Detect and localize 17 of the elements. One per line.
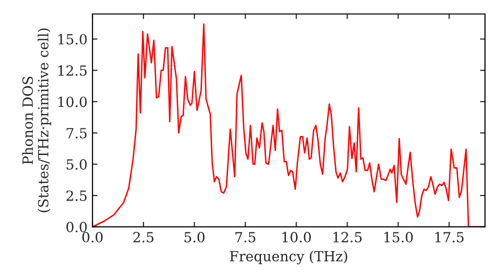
x-tick-label: 2.5 bbox=[133, 232, 154, 242]
x-tick-label: 15.0 bbox=[384, 232, 413, 242]
y-tick-label: 15.0 bbox=[58, 34, 87, 45]
x-tick-label: 17.5 bbox=[435, 232, 464, 242]
y-tick-label: 5.0 bbox=[66, 159, 87, 170]
x-tick-label: 10.0 bbox=[282, 232, 311, 242]
x-tick-label: 7.5 bbox=[235, 232, 256, 242]
x-tick-label: 5.0 bbox=[184, 232, 205, 242]
x-axis-title: Frequency (THz) bbox=[230, 250, 348, 264]
y-axis-title: Phonon DOS (States/THz·primitive cell) bbox=[22, 28, 52, 212]
y-tick-label: 10.0 bbox=[58, 96, 87, 108]
y-tick-label: 0.0 bbox=[66, 222, 87, 232]
x-tick-label: 12.5 bbox=[333, 232, 362, 242]
y-tick-label: 2.5 bbox=[66, 190, 87, 201]
x-tick-label: 0.0 bbox=[82, 232, 103, 242]
y-tick-label: 12.5 bbox=[58, 65, 87, 76]
y-tick-label: 7.5 bbox=[66, 128, 87, 138]
